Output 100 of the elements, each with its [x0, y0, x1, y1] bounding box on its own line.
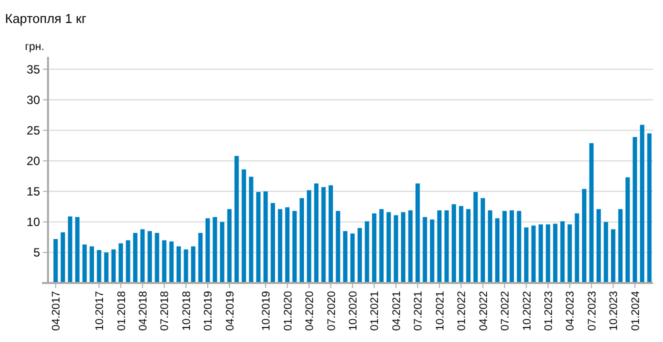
bar	[285, 207, 290, 283]
x-tick-label: 01.2019	[202, 291, 215, 331]
bar	[306, 190, 312, 283]
x-tick-label: 01.2021	[369, 291, 382, 331]
bar	[242, 169, 246, 283]
bar	[524, 227, 528, 283]
bar	[531, 226, 536, 283]
x-tick-label: 04.2020	[304, 291, 316, 331]
x-tick-label: 01.2024	[630, 291, 642, 331]
bar	[364, 221, 370, 283]
bar	[68, 216, 72, 283]
x-tick-label: 04.2023	[564, 291, 577, 331]
y-tick-label: 15	[26, 184, 40, 199]
bar	[212, 217, 218, 283]
bar	[538, 224, 543, 283]
bar	[546, 224, 550, 283]
x-tick-label: 10.2019	[260, 291, 273, 331]
bar	[618, 209, 623, 283]
bar	[430, 219, 434, 283]
bar	[176, 246, 181, 283]
bar	[162, 240, 166, 283]
bar	[198, 232, 203, 283]
bar	[314, 183, 318, 283]
bar	[422, 217, 428, 283]
x-tick-label: 07.2023	[586, 291, 598, 331]
bar	[386, 212, 391, 283]
bar	[278, 209, 282, 283]
y-tick-label: 5	[33, 246, 40, 260]
bar	[256, 192, 261, 283]
x-tick-label: 01.2020	[282, 291, 294, 331]
bar	[133, 232, 138, 283]
bar	[401, 212, 406, 283]
bar	[611, 229, 616, 283]
bar	[82, 244, 87, 283]
x-tick-label: 07.2021	[412, 291, 425, 331]
bar	[516, 210, 522, 283]
x-tick-label: 10.2018	[180, 291, 193, 331]
bar	[350, 234, 355, 283]
bar	[53, 239, 58, 283]
bar	[415, 183, 420, 283]
bar	[140, 229, 145, 283]
bar	[343, 231, 348, 283]
bar	[104, 252, 108, 283]
x-tick-label: 04.2019	[224, 291, 236, 331]
bar	[458, 206, 464, 283]
bar	[169, 241, 174, 283]
x-tick-label: 01.2022	[456, 291, 468, 331]
x-tick-label: 04.2018	[138, 291, 150, 331]
x-tick-label: 10.2017	[94, 291, 106, 331]
bar	[227, 209, 232, 283]
bar	[488, 210, 492, 283]
bar	[632, 137, 638, 283]
bar	[292, 210, 297, 283]
bar	[574, 213, 580, 283]
bar	[394, 215, 398, 283]
y-tick-label: 35	[26, 62, 40, 76]
y-tick-label: 10	[26, 215, 40, 230]
bar	[118, 243, 123, 283]
bar	[560, 221, 565, 283]
y-tick-label: 20	[26, 154, 40, 168]
bar	[582, 188, 586, 283]
bar	[358, 228, 362, 283]
bar	[336, 210, 340, 283]
bar	[372, 213, 376, 283]
bar	[220, 222, 224, 283]
bar	[148, 231, 152, 283]
bar	[206, 218, 210, 283]
y-tick-label: 30	[26, 92, 40, 107]
bar	[379, 209, 384, 283]
bar	[300, 198, 304, 283]
x-tick-label: 01.2018	[116, 291, 128, 331]
y-tick-label: 25	[26, 123, 40, 138]
bar	[444, 210, 449, 283]
bar	[75, 217, 80, 283]
bar	[126, 240, 130, 283]
bar	[248, 176, 254, 283]
bar	[154, 232, 160, 283]
x-tick-label: 07.2022	[500, 291, 512, 331]
y-axis-title: грн.	[25, 41, 44, 53]
bar	[234, 156, 239, 283]
bar	[495, 218, 500, 283]
x-tick-label: 07.2020	[326, 291, 338, 331]
bar	[473, 192, 478, 283]
bar	[263, 191, 268, 283]
x-tick-label: 10.2022	[521, 291, 534, 331]
bar	[647, 133, 652, 283]
bar	[466, 209, 471, 283]
x-tick-label: 10.2023	[608, 291, 620, 331]
bar	[408, 210, 413, 283]
bar	[480, 198, 486, 283]
bar	[321, 187, 326, 283]
bar	[589, 143, 594, 283]
bar	[60, 232, 66, 283]
x-tick-label: 10.2020	[348, 291, 360, 331]
bar	[640, 124, 644, 283]
bar	[437, 210, 442, 283]
bar	[604, 222, 608, 283]
x-tick-label: 04.2022	[478, 291, 490, 331]
x-tick-label: 10.2021	[434, 291, 446, 331]
bar	[90, 246, 94, 283]
